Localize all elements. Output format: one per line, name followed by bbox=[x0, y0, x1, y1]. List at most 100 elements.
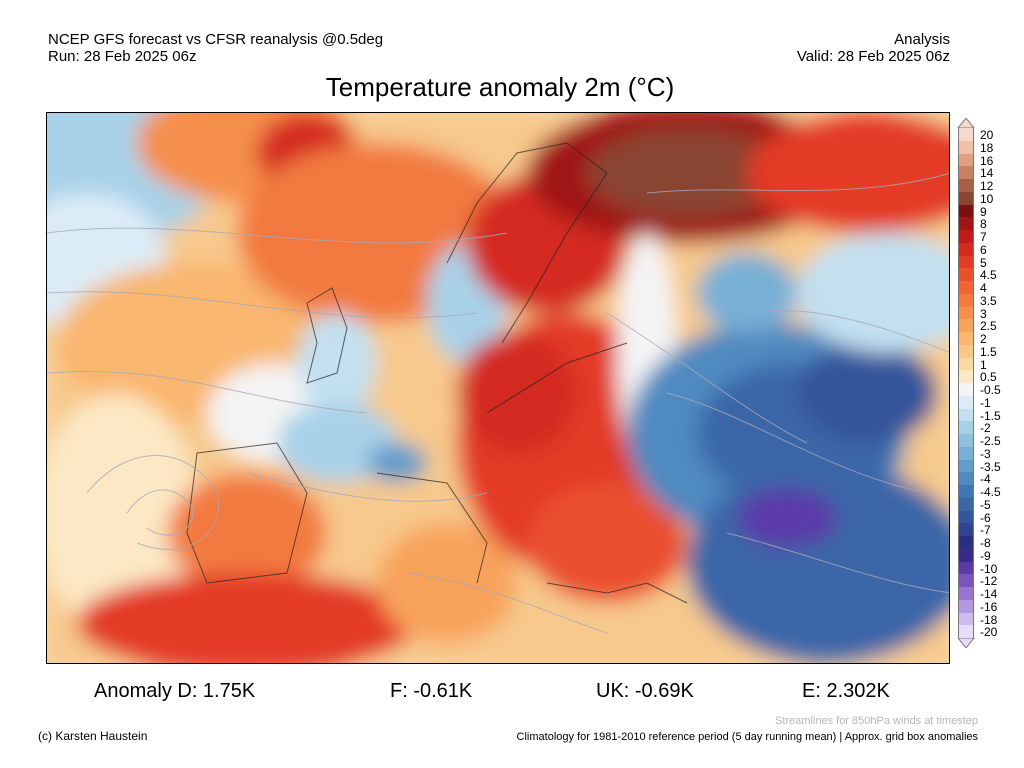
legend-label: -3 bbox=[980, 446, 991, 461]
legend-swatch bbox=[958, 153, 974, 167]
legend-swatch bbox=[958, 536, 974, 550]
legend-swatch bbox=[958, 179, 974, 193]
legend-swatch bbox=[958, 230, 974, 244]
legend-label: 16 bbox=[980, 153, 994, 168]
legend-swatch bbox=[958, 332, 974, 346]
credit: (c) Karsten Haustein bbox=[38, 729, 148, 743]
legend-swatch bbox=[958, 612, 974, 626]
legend-swatch bbox=[958, 421, 974, 435]
legend-swatch bbox=[958, 472, 974, 486]
legend-swatch bbox=[958, 242, 974, 256]
anomaly-europe: E: 2.302K bbox=[802, 680, 890, 702]
legend-swatch bbox=[958, 459, 974, 473]
legend-swatch bbox=[958, 319, 974, 333]
legend-swatch bbox=[958, 255, 974, 269]
map-canvas bbox=[47, 113, 949, 663]
legend-label: -4.5 bbox=[980, 485, 1001, 499]
legend-swatch bbox=[958, 268, 974, 282]
legend-label: -5 bbox=[980, 497, 991, 512]
legend-label: 18 bbox=[980, 140, 994, 155]
legend-swatch bbox=[958, 548, 974, 562]
legend-label: 1 bbox=[980, 357, 987, 372]
legend-swatch bbox=[958, 344, 974, 358]
legend-swatch bbox=[958, 497, 974, 511]
legend-label: 14 bbox=[980, 166, 994, 181]
legend-label: -2.5 bbox=[980, 434, 1001, 448]
legend-swatch bbox=[958, 293, 974, 307]
legend-swatch bbox=[958, 574, 974, 588]
legend-label: -14 bbox=[980, 587, 998, 601]
run-time: Run: 28 Feb 2025 06z bbox=[48, 48, 197, 65]
valid-time: Valid: 28 Feb 2025 06z bbox=[796, 48, 950, 65]
legend-label: -16 bbox=[980, 599, 998, 614]
legend-label: -7 bbox=[980, 523, 991, 538]
legend-swatch bbox=[958, 140, 974, 154]
anomaly-uk: UK: -0.69K bbox=[596, 680, 694, 702]
legend-max-arrow bbox=[957, 118, 975, 128]
legend-label: -2 bbox=[980, 421, 991, 436]
model-description: NCEP GFS forecast vs CFSR reanalysis @0.… bbox=[48, 31, 384, 48]
legend-label: 3.5 bbox=[980, 293, 997, 308]
legend-swatch bbox=[958, 408, 974, 422]
legend-label: -4 bbox=[980, 472, 991, 487]
legend-label: -1 bbox=[980, 395, 991, 410]
legend-swatch bbox=[958, 217, 974, 231]
legend-label: 10 bbox=[980, 191, 994, 206]
legend-label: 2 bbox=[980, 332, 987, 346]
legend-swatch bbox=[958, 166, 974, 180]
legend-swatch bbox=[958, 395, 974, 409]
legend-swatch bbox=[958, 128, 974, 142]
legend-swatch bbox=[958, 204, 974, 218]
legend-label: -8 bbox=[980, 536, 991, 550]
anomaly-france: F: -0.61K bbox=[390, 680, 473, 702]
legend-label: 9 bbox=[980, 204, 987, 219]
legend-label: -3.5 bbox=[980, 459, 1001, 474]
header-right: Analysis Valid: 28 Feb 2025 06z bbox=[797, 31, 950, 65]
anomaly-domain: Anomaly D: 1.75K bbox=[94, 680, 256, 702]
legend-swatch bbox=[958, 357, 974, 371]
header-left: NCEP GFS forecast vs CFSR reanalysis @0.… bbox=[48, 31, 383, 65]
legend-swatch bbox=[958, 383, 974, 397]
legend-swatch bbox=[958, 523, 974, 537]
legend-label: -1.5 bbox=[980, 408, 1001, 423]
legend-swatch bbox=[958, 446, 974, 460]
legend-label: -9 bbox=[980, 548, 991, 563]
legend-swatch bbox=[958, 191, 974, 205]
legend-label: -12 bbox=[980, 574, 998, 589]
legend-label: 12 bbox=[980, 179, 994, 193]
anomaly-field bbox=[47, 113, 949, 663]
legend-swatch bbox=[958, 434, 974, 448]
legend-label: 6 bbox=[980, 242, 987, 257]
legend-label: -10 bbox=[980, 561, 998, 576]
legend-min-arrow bbox=[957, 638, 975, 648]
legend-label: -6 bbox=[980, 510, 991, 525]
coastlines bbox=[186, 142, 688, 604]
legend-swatch bbox=[958, 510, 974, 524]
temperature-anomaly-map bbox=[46, 112, 950, 664]
legend-swatch bbox=[958, 306, 974, 320]
map-title: Temperature anomaly 2m (°C) bbox=[325, 72, 675, 102]
legend-label: 4 bbox=[980, 281, 987, 295]
legend-swatch bbox=[958, 485, 974, 499]
legend-label: 3 bbox=[980, 306, 987, 321]
climatology-note: Climatology for 1981-2010 reference peri… bbox=[516, 731, 978, 743]
legend-label: -20 bbox=[980, 625, 998, 640]
legend-label: -18 bbox=[980, 612, 998, 627]
analysis-label: Analysis bbox=[894, 31, 950, 48]
legend-label: 2.5 bbox=[980, 319, 997, 334]
legend-label: -0.5 bbox=[980, 383, 1001, 397]
legend-swatch bbox=[958, 561, 974, 575]
legend-swatch bbox=[958, 625, 974, 639]
streamlines bbox=[47, 173, 949, 634]
legend-label: 0.5 bbox=[980, 370, 997, 385]
legend-label: 7 bbox=[980, 230, 987, 244]
legend-swatch bbox=[958, 370, 974, 384]
legend-swatch bbox=[958, 599, 974, 613]
legend-label: 20 bbox=[980, 128, 994, 142]
legend-swatch bbox=[958, 587, 974, 601]
legend-label: 8 bbox=[980, 217, 987, 232]
legend-label: 1.5 bbox=[980, 344, 997, 359]
legend-label: 4.5 bbox=[980, 268, 997, 283]
legend-swatch bbox=[958, 281, 974, 295]
legend-label: 5 bbox=[980, 255, 987, 270]
